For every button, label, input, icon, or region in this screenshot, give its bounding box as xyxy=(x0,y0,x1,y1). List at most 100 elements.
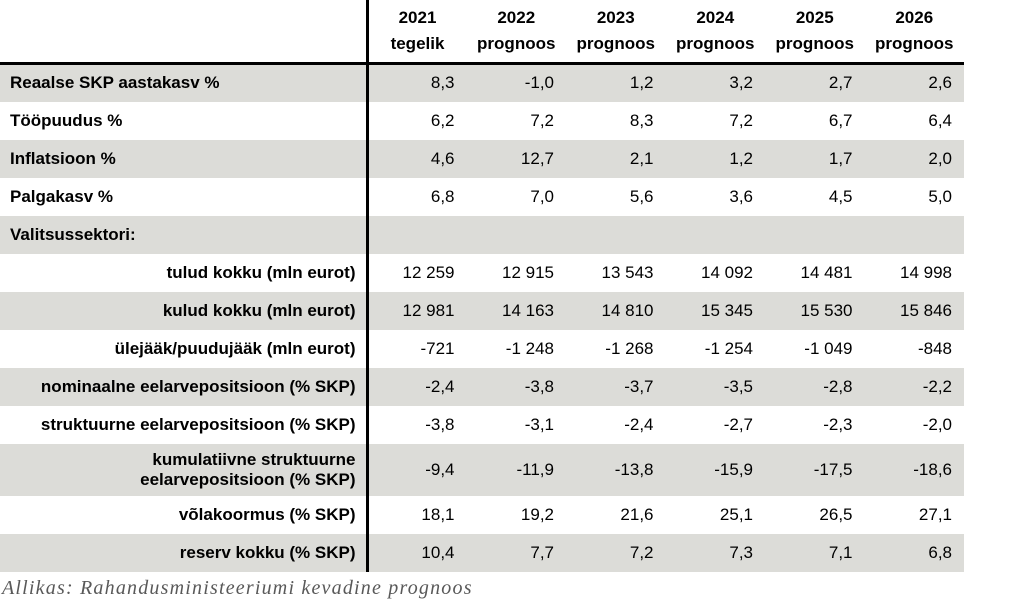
row-government-sector-heading: Valitsussektori: xyxy=(0,215,964,254)
value-cell: 15 846 xyxy=(864,291,964,330)
value-cell xyxy=(864,215,964,254)
value-cell: -3,1 xyxy=(524,414,554,434)
row-total-expenditure: kulud kokku (mln eurot) 12 981 14 163 14… xyxy=(0,291,964,330)
value-cell: 15 530 xyxy=(765,291,865,330)
year-status-label: tegelik xyxy=(390,34,445,53)
row-total-reserve: reserv kokku (% SKP) 10,4 7,7 7,2 7,3 7,… xyxy=(0,533,964,572)
value-cell: 7,7 xyxy=(466,533,566,572)
value-cell: 1,2 xyxy=(566,63,666,102)
year-label: 2026 xyxy=(895,8,934,27)
header-year-2025: 2025 prognoos xyxy=(765,0,865,65)
value-cell: -2,3 xyxy=(823,414,853,434)
value-cell: -15,9 xyxy=(665,443,765,496)
year-status-label: prognoos xyxy=(477,34,556,53)
value-cell: 12 259 xyxy=(402,262,455,282)
row-debt-burden: võlakoormus (% SKP) 18,1 19,2 21,6 25,1 … xyxy=(0,495,964,534)
value-cell: 14 092 xyxy=(701,262,753,282)
row-cumulative-structural-position: kumulatiivne struktuurne eelarvepositsioo… xyxy=(0,443,964,496)
row-wage-growth: Palgakasv % 6,8 7,0 5,6 3,6 4,5 5,0 xyxy=(0,177,964,216)
value-cell: 2,1 xyxy=(566,139,666,178)
year-label: 2025 xyxy=(795,8,834,27)
value-cell: -1 268 xyxy=(605,338,654,358)
value-cell: 14 810 xyxy=(566,291,666,330)
value-cell: 8,3 xyxy=(629,110,654,130)
value-cell: 12,7 xyxy=(466,139,566,178)
value-cell: 21,6 xyxy=(620,504,654,524)
value-cell: -3,8 xyxy=(425,414,455,434)
header-row: 2021 tegelik 2022 prognoos 2023 prognoos 20… xyxy=(0,0,964,65)
value-cell: 6,7 xyxy=(828,110,853,130)
value-cell: 8,3 xyxy=(367,63,467,102)
value-cell: -1 049 xyxy=(804,338,853,358)
row-label: struktuurne eelarvepositsioon (% SKP) xyxy=(0,405,369,444)
row-label: Palgakasv % xyxy=(0,177,369,216)
value-cell: 4,5 xyxy=(828,186,853,206)
source-note: Allikas: Rahandusministeeriumi kevadine … xyxy=(2,577,473,599)
row-surplus-deficit: ülejääk/puudujääk (mln eurot) -721 -1 24… xyxy=(0,329,964,368)
value-cell: 12 981 xyxy=(367,291,467,330)
value-cell: 14 481 xyxy=(800,262,853,282)
value-cell: -2,8 xyxy=(765,367,865,406)
value-cell: -11,9 xyxy=(466,443,566,496)
value-cell: 5,6 xyxy=(629,186,654,206)
year-label: 2024 xyxy=(696,8,735,27)
row-inflation: Inflatsioon % 4,6 12,7 2,1 1,2 1,7 2,0 xyxy=(0,139,964,178)
header-year-2023: 2023 prognoos xyxy=(566,0,666,65)
row-total-revenue: tulud kokku (mln eurot) 12 259 12 915 13… xyxy=(0,253,964,292)
header-year-2021: 2021 tegelik xyxy=(367,0,467,65)
year-status-label: prognoos xyxy=(875,34,954,53)
value-cell: -3,5 xyxy=(665,367,765,406)
row-label: reserv kokku (% SKP) xyxy=(0,533,369,572)
value-cell: 6,8 xyxy=(430,186,455,206)
row-nominal-budget-position: nominaalne eelarvepositsioon (% SKP) -2,… xyxy=(0,367,964,406)
value-cell: 7,2 xyxy=(566,533,666,572)
year-label: 2021 xyxy=(398,8,437,27)
forecast-table-container: 2021 tegelik 2022 prognoos 2023 prognoos 20… xyxy=(0,0,964,572)
value-cell: 1,2 xyxy=(665,139,765,178)
value-cell: 19,2 xyxy=(520,504,554,524)
row-structural-budget-position: struktuurne eelarvepositsioon (% SKP) -3… xyxy=(0,405,964,444)
value-cell: -17,5 xyxy=(765,443,865,496)
value-cell: 2,0 xyxy=(864,139,964,178)
row-label-line-2: eelarvepositsioon (% SKP) xyxy=(140,469,356,489)
value-cell xyxy=(466,215,566,254)
row-label: Inflatsioon % xyxy=(0,139,369,178)
row-label: kulud kokku (mln eurot) xyxy=(0,291,369,330)
value-cell: -1 254 xyxy=(704,338,753,358)
value-cell: -3,7 xyxy=(566,367,666,406)
row-label: kumulatiivne struktuurne eelarvepositsioo… xyxy=(0,443,369,496)
section-heading: Valitsussektori: xyxy=(0,215,369,254)
value-cell: 12 915 xyxy=(502,262,554,282)
value-cell: 3,6 xyxy=(729,186,753,206)
value-cell: 7,2 xyxy=(530,110,554,130)
row-label: võlakoormus (% SKP) xyxy=(0,495,369,534)
value-cell: 6,2 xyxy=(430,110,455,130)
value-cell: 7,0 xyxy=(530,186,554,206)
value-cell: 5,0 xyxy=(928,186,952,206)
row-label-line-1: kumulatiivne struktuurne xyxy=(152,449,356,469)
year-label: 2023 xyxy=(596,8,635,27)
value-cell: -13,8 xyxy=(566,443,666,496)
value-cell: 4,6 xyxy=(367,139,467,178)
value-cell xyxy=(566,215,666,254)
year-status-label: prognoos xyxy=(676,34,755,53)
row-real-gdp-growth: Reaalse SKP aastakasv % 8,3 -1,0 1,2 3,2… xyxy=(0,63,964,102)
row-unemployment: Tööpuudus % 6,2 7,2 8,3 7,2 6,7 6,4 xyxy=(0,101,964,140)
row-label: Reaalse SKP aastakasv % xyxy=(0,63,369,102)
header-year-2022: 2022 prognoos xyxy=(466,0,566,65)
header-year-2024: 2024 prognoos xyxy=(665,0,765,65)
row-label: ülejääk/puudujääk (mln eurot) xyxy=(0,329,369,368)
value-cell: -2,4 xyxy=(624,414,654,434)
value-cell: 14 998 xyxy=(900,262,952,282)
value-cell: 6,8 xyxy=(864,533,964,572)
year-status-label: prognoos xyxy=(775,34,854,53)
value-cell: -721 xyxy=(420,338,455,358)
value-cell xyxy=(765,215,865,254)
value-cell: -9,4 xyxy=(367,443,467,496)
value-cell: 3,2 xyxy=(665,63,765,102)
header-year-2026: 2026 prognoos xyxy=(864,0,964,65)
value-cell: -2,4 xyxy=(367,367,467,406)
forecast-table: 2021 tegelik 2022 prognoos 2023 prognoos 20… xyxy=(0,0,964,572)
value-cell: -18,6 xyxy=(864,443,964,496)
value-cell: 25,1 xyxy=(719,504,753,524)
